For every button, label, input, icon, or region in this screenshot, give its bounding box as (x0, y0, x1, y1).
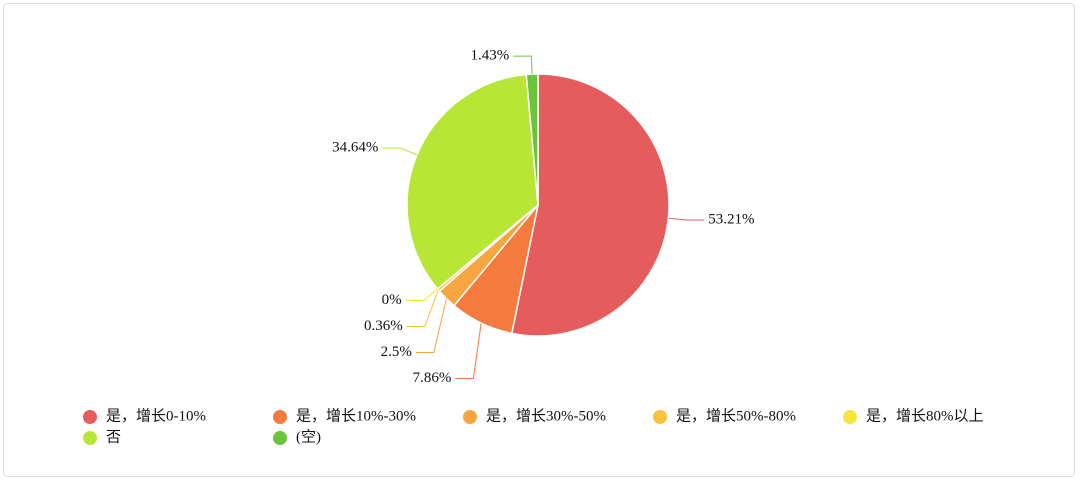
leader-line (513, 55, 533, 75)
legend-label: 是，增长0-10% (106, 407, 206, 424)
data-label: 0.36% (364, 318, 403, 334)
leader-line (405, 288, 438, 301)
leader-line (382, 147, 418, 156)
pie-slice (525, 73, 539, 206)
legend-label: (空) (296, 428, 321, 445)
data-label: 1.43% (471, 48, 510, 64)
data-label: 2.5% (381, 344, 412, 360)
legend-label: 是，增长80%以上 (866, 407, 984, 424)
data-label: 53.21% (708, 211, 754, 227)
legend-marker (653, 410, 667, 424)
legend-marker (83, 431, 97, 445)
leader-line (455, 322, 482, 379)
data-label: 7.86% (413, 370, 452, 386)
legend-label: 是，增长10%-30% (296, 407, 416, 424)
legend-label: 是，增长30%-50% (486, 407, 606, 424)
legend-label: 否 (106, 429, 121, 445)
leader-line (668, 217, 705, 221)
legend-marker (843, 410, 857, 424)
legend-label: 是，增长50%-80% (676, 407, 796, 424)
data-label: 34.64% (332, 139, 378, 155)
legend-marker (463, 410, 477, 424)
pie-slice (510, 73, 670, 337)
data-label: 0% (382, 292, 402, 308)
legend-marker (273, 410, 287, 424)
legend-marker (273, 431, 287, 445)
legend-marker (83, 410, 97, 424)
leader-line (415, 298, 447, 353)
leader-line (406, 289, 439, 327)
